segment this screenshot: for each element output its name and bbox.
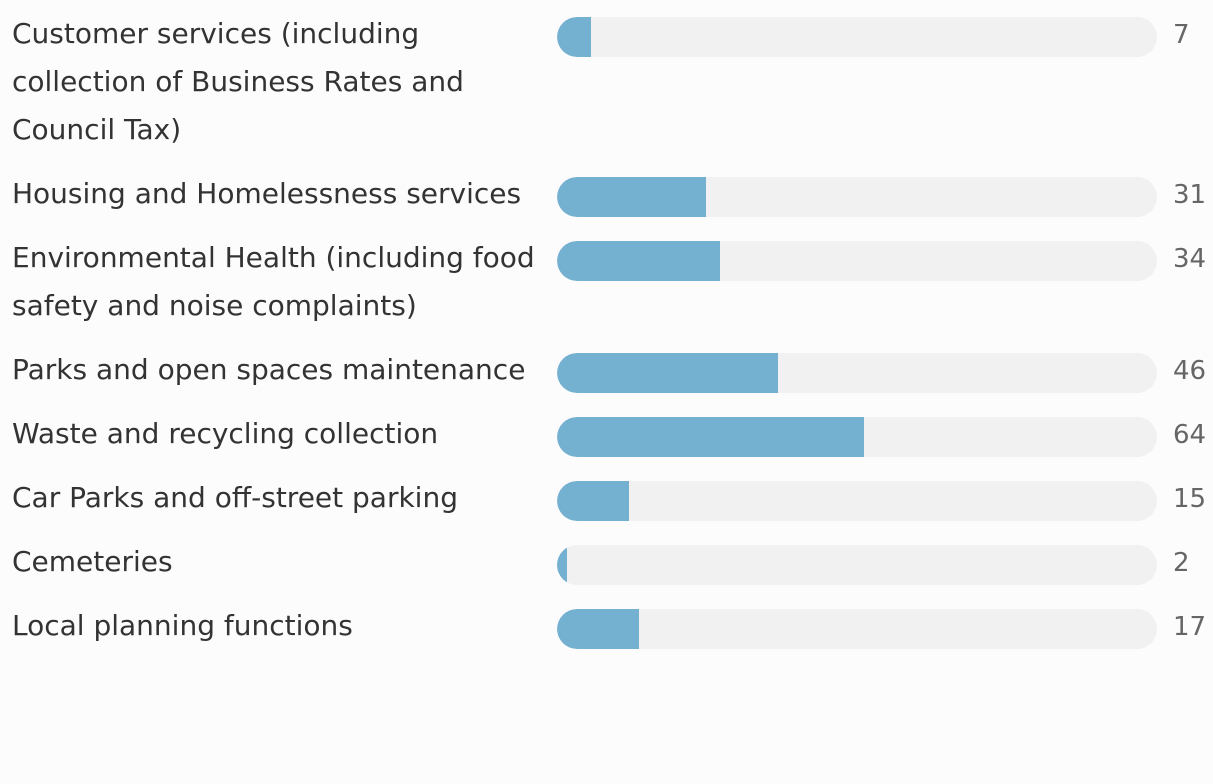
value-label: 2 — [1173, 548, 1190, 578]
value-label: 64 — [1173, 420, 1207, 450]
category-label: Car Parks and off-street parking — [12, 481, 458, 514]
bar — [557, 545, 567, 585]
value-label: 17 — [1173, 612, 1207, 642]
bar-row: Housing and Homelessness services 31 — [0, 170, 1213, 234]
bar — [557, 241, 721, 281]
bar — [557, 417, 865, 457]
category-label: Housing and Homelessness services — [12, 177, 522, 210]
bar — [557, 17, 591, 57]
category-label: Environmental Health (including food saf… — [12, 241, 535, 322]
bar-row: Car Parks and off-street parking 15 — [0, 474, 1213, 538]
category-label: Customer services (including collection … — [12, 17, 464, 146]
value-label: 15 — [1173, 484, 1207, 514]
category-label: Waste and recycling collection — [12, 417, 439, 450]
bar-row: Cemeteries 2 — [0, 538, 1213, 602]
bar — [557, 609, 639, 649]
bar-row: Local planning functions 17 — [0, 602, 1213, 666]
bar-track — [557, 177, 1157, 217]
bar-track — [557, 609, 1157, 649]
bar — [557, 353, 778, 393]
value-label: 46 — [1173, 356, 1207, 386]
bar-row: Customer services (including collection … — [0, 10, 1213, 170]
bar-track — [557, 353, 1157, 393]
value-label: 31 — [1173, 180, 1207, 210]
bar-row: Parks and open spaces maintenance 46 — [0, 346, 1213, 410]
category-label: Parks and open spaces maintenance — [12, 353, 526, 386]
bar-track — [557, 241, 1157, 281]
category-label: Cemeteries — [12, 545, 173, 578]
bar-row: Waste and recycling collection 64 — [0, 410, 1213, 474]
value-label: 7 — [1173, 20, 1190, 50]
bar-track — [557, 545, 1157, 585]
bar — [557, 177, 706, 217]
bar-track — [557, 481, 1157, 521]
bar-row: Environmental Health (including food saf… — [0, 234, 1213, 346]
bar-track — [557, 417, 1157, 457]
bar — [557, 481, 629, 521]
bar-track — [557, 17, 1157, 57]
category-label: Local planning functions — [12, 609, 353, 642]
value-label: 34 — [1173, 244, 1207, 274]
